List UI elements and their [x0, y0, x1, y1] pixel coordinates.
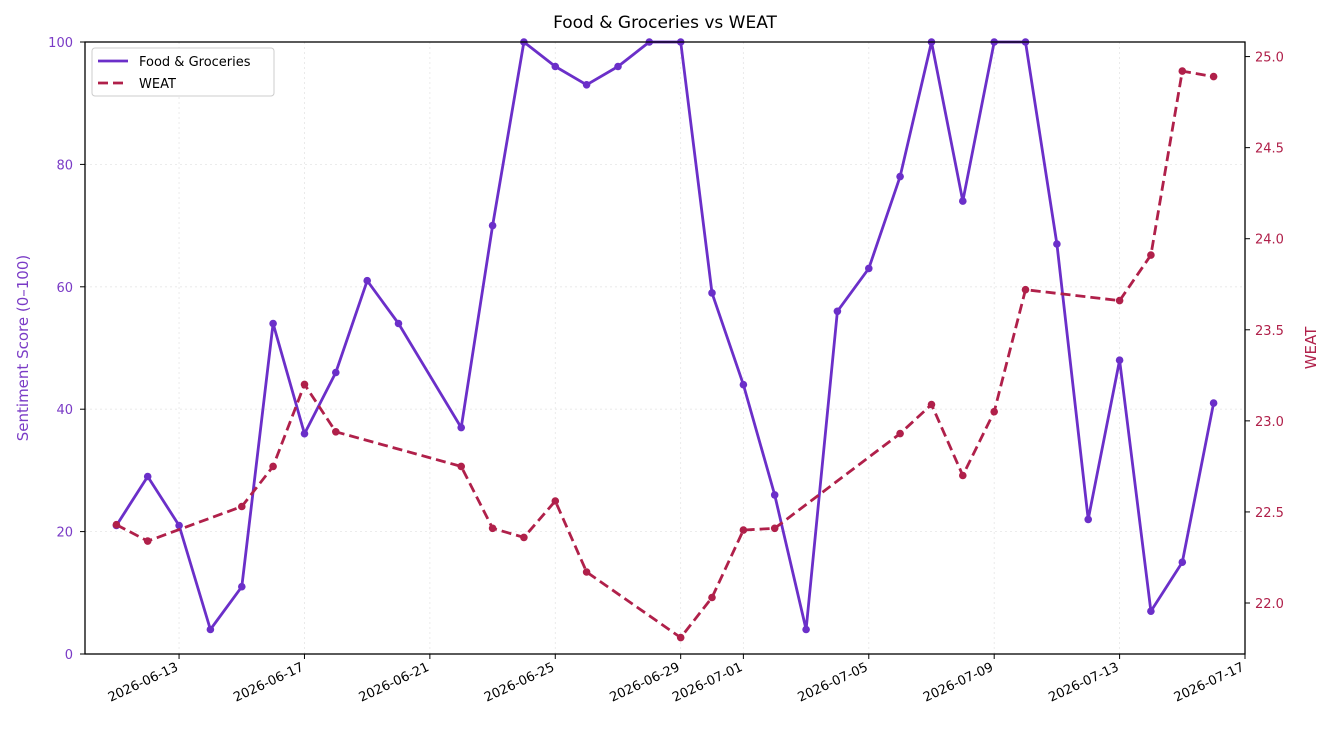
series-point-weat: [770, 524, 779, 533]
y-right-tick-label: 23.0: [1255, 415, 1284, 430]
series-point-weat: [959, 471, 967, 480]
series-point-food-groceries: [739, 380, 748, 389]
series-point-food-groceries: [770, 491, 779, 499]
series-line-weat: [115, 69, 1214, 639]
x-tick-label: 2026-07-17: [1172, 660, 1247, 706]
series-point-weat: [269, 462, 277, 471]
series-point-food-groceries: [332, 368, 340, 377]
series-point-weat: [582, 568, 591, 576]
series-point-food-groceries: [300, 429, 309, 438]
y-right-label: WEAT: [1302, 326, 1320, 369]
series-point-food-groceries: [1209, 399, 1218, 407]
series-point-weat: [1147, 251, 1155, 259]
series-point-food-groceries: [833, 307, 842, 316]
series-point-food-groceries: [896, 172, 904, 181]
series-point-food-groceries: [959, 197, 967, 205]
series-point-food-groceries: [488, 221, 497, 230]
series-point-food-groceries: [1178, 558, 1187, 566]
x-tick-label: 2026-06-13: [106, 660, 181, 706]
series-point-food-groceries: [394, 319, 403, 328]
series-point-weat: [1209, 72, 1218, 81]
legend-box: [91, 47, 275, 97]
y-right-tick-label: 22.5: [1255, 506, 1284, 521]
series-point-weat: [551, 497, 560, 505]
series-point-food-groceries: [206, 625, 215, 634]
series-point-food-groceries: [175, 521, 183, 530]
y-left-tick-label: 20: [56, 526, 73, 541]
series-point-weat: [238, 502, 246, 511]
series-point-food-groceries: [143, 472, 152, 481]
series-point-weat: [1115, 296, 1124, 305]
series-point-weat: [520, 533, 528, 542]
series-point-weat: [739, 526, 748, 534]
legend-label-weat: WEAT: [139, 77, 176, 92]
series-point-weat: [1178, 67, 1187, 75]
series-point-food-groceries: [551, 62, 560, 71]
grid: [85, 41, 1246, 655]
y-left-tick-label: 40: [56, 403, 73, 418]
y-right-tick-label: 25.0: [1255, 51, 1284, 66]
series-point-weat: [676, 633, 685, 642]
series-point-food-groceries: [1053, 240, 1061, 248]
x-tick-label: 2026-07-09: [921, 660, 996, 706]
y-right-tick-label: 23.5: [1255, 324, 1284, 339]
plot-frame: [84, 41, 1246, 655]
series-point-weat: [708, 593, 716, 602]
series-point-food-groceries: [865, 264, 873, 273]
series-point-weat: [896, 429, 904, 438]
y-right-tick-label: 24.5: [1255, 142, 1284, 157]
series-point-weat: [457, 462, 466, 471]
x-tick-label: 2026-07-13: [1046, 660, 1121, 706]
chart-title: Food & Groceries vs WEAT: [553, 13, 777, 33]
right-axis: 22.0 22.5 23.0 23.5 24.0 24.5 25.0: [1245, 51, 1284, 612]
series-layer: [112, 38, 1218, 642]
series-point-food-groceries: [269, 319, 277, 328]
y-right-tick-label: 22.0: [1255, 597, 1284, 612]
series-point-weat: [300, 380, 309, 389]
x-tick-label: 2026-06-29: [608, 660, 683, 706]
x-tick-label: 2026-06-21: [357, 660, 432, 706]
series-point-food-groceries: [614, 62, 622, 71]
y-right-tick-label: 24.0: [1255, 233, 1284, 248]
x-tick-label: 2026-07-05: [796, 660, 871, 706]
y-left-tick-label: 60: [56, 281, 73, 296]
series-point-food-groceries: [1084, 515, 1092, 524]
series-point-weat: [143, 537, 152, 545]
series-point-weat: [332, 428, 340, 436]
series-point-weat: [488, 524, 497, 533]
series-point-food-groceries: [708, 289, 716, 297]
series-line-food-groceries: [115, 40, 1215, 631]
series-point-weat: [1021, 285, 1030, 294]
y-left-tick-label: 100: [48, 36, 73, 51]
series-point-food-groceries: [457, 423, 466, 432]
left-axis: 0 20 40 60 80 100: [48, 36, 85, 663]
x-axis: 2026-06-13 2026-06-17 2026-06-21 2026-06-25…: [106, 654, 1247, 706]
x-tick-label: 2026-06-17: [231, 660, 306, 706]
legend: Food & Groceries WEAT: [91, 47, 275, 97]
series-point-weat: [927, 400, 936, 409]
series-point-weat: [990, 407, 998, 416]
series-point-food-groceries: [802, 625, 810, 634]
series-point-food-groceries: [238, 582, 246, 591]
legend-label-food-groceries: Food & Groceries: [139, 55, 251, 70]
series-point-food-groceries: [1115, 356, 1124, 365]
x-tick-label: 2026-07-01: [670, 660, 745, 706]
y-left-tick-label: 80: [56, 158, 73, 173]
y-left-label: Sentiment Score (0–100): [14, 255, 32, 441]
series-point-food-groceries: [582, 81, 591, 89]
x-tick-label: 2026-06-25: [482, 660, 557, 706]
series-point-food-groceries: [1147, 607, 1155, 615]
series-point-food-groceries: [363, 276, 372, 285]
series-point-weat: [112, 520, 121, 529]
y-left-tick-label: 0: [65, 648, 73, 663]
